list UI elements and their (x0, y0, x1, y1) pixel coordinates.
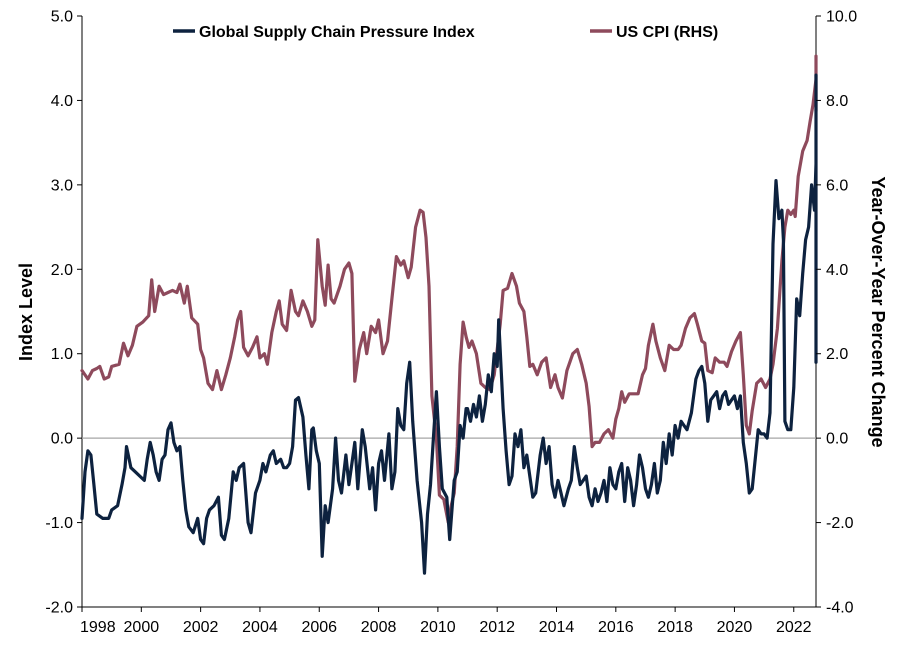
legend-item-cpi: US CPI (RHS) (590, 24, 718, 41)
x-tick-label-6: 2010 (420, 619, 456, 636)
y-tick-label-left-3: 1.0 (51, 346, 73, 363)
y-tick-label-right-2: 0.0 (826, 431, 848, 448)
y-tick-label-right-3: 2.0 (826, 346, 848, 363)
series-group (80, 54, 818, 575)
y-tick-label-right-0: -4.0 (826, 600, 854, 617)
x-tick-label-11: 2020 (717, 619, 753, 636)
x-tick-label-10: 2018 (657, 619, 693, 636)
x-tick-label-3: 2004 (242, 619, 278, 636)
y-axis-title-left: Index Level (16, 263, 36, 361)
y-tick-label-right-5: 6.0 (826, 177, 848, 194)
y-tick-label-right-1: -2.0 (826, 515, 854, 532)
y-tick-label-left-1: -1.0 (45, 515, 73, 532)
legend: Global Supply Chain Pressure Index US CP… (173, 24, 718, 41)
series-line-us-cpi (80, 54, 818, 525)
y-tick-label-left-5: 3.0 (51, 177, 73, 194)
x-tick-label-12: 2022 (776, 619, 812, 636)
x-tick-label-5: 2008 (361, 619, 397, 636)
ticks-group: -2.0 -1.0 0.0 1.0 2.0 3.0 4.0 5.0 -4.0 -2.0 0.0 2.0… (45, 9, 857, 637)
x-tick-label-4: 2006 (301, 619, 337, 636)
y-tick-label-right-4: 4.0 (826, 262, 848, 279)
legend-label-gscpi: Global Supply Chain Pressure Index (199, 24, 475, 41)
x-tick-label-0: 1998 (80, 619, 116, 636)
y-tick-label-right-7: 10.0 (826, 9, 857, 26)
x-tick-label-7: 2012 (479, 619, 515, 636)
x-tick-label-2: 2002 (183, 619, 219, 636)
y-tick-label-right-6: 8.0 (826, 93, 848, 110)
y-tick-label-left-7: 5.0 (51, 9, 73, 26)
legend-item-gscpi: Global Supply Chain Pressure Index (173, 24, 475, 41)
legend-label-cpi: US CPI (RHS) (616, 24, 718, 41)
y-tick-label-left-0: -2.0 (45, 600, 73, 617)
y-tick-label-left-4: 2.0 (51, 262, 73, 279)
y-tick-label-left-6: 4.0 (51, 93, 73, 110)
x-tick-label-1: 2000 (124, 619, 160, 636)
y-tick-label-left-2: 0.0 (51, 431, 73, 448)
x-tick-label-8: 2014 (539, 619, 575, 636)
series-line-gscpi (80, 73, 818, 575)
x-tick-label-9: 2016 (598, 619, 634, 636)
y-axis-title-right: Year-Over-Year Percent Change (868, 176, 888, 447)
